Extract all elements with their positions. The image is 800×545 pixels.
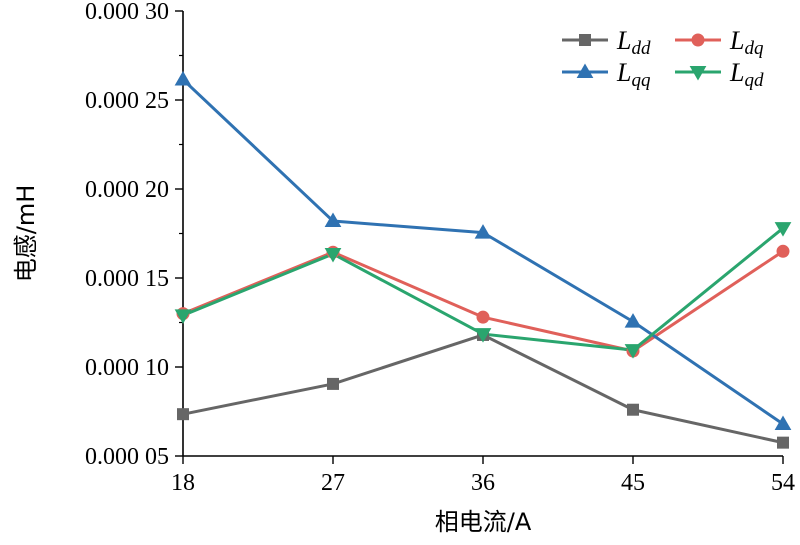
series-line-L_dd [182,333,784,445]
legend-marker [579,34,591,46]
data-point-L_qq [774,415,792,430]
legend-item-L_qq: Lqq [562,58,651,91]
series-lines [181,78,784,445]
legend-marker [576,63,594,78]
legend: Ldd Ldq Lqq Lqd [562,26,764,91]
data-point-L_qd [174,309,192,324]
y-tick-label: 0.000 15 [85,266,169,292]
y-tick-label: 0.000 10 [85,355,169,381]
data-point-L_qd [624,344,642,359]
series-line-L_qq [181,78,784,426]
axes: 0.000 05 0.000 10 0.000 15 0.000 20 0.000 25… [85,0,795,496]
legend-label: Lqq [616,58,651,91]
y-tick-label: 0.000 25 [85,88,169,114]
data-point-L_qd [774,222,792,237]
data-point-L_dq [776,244,790,258]
x-tick-label: 18 [171,470,195,496]
data-point-L_qd [324,247,342,263]
series-markers [174,71,792,449]
x-axis-label: 相电流/A [435,508,532,536]
legend-label: Ldq [729,26,764,59]
data-point-L_qd [474,328,492,343]
x-tick-label: 54 [771,470,795,496]
x-tick-label: 45 [621,470,645,496]
data-point-L_dq [476,310,490,324]
data-point-L_qq [624,313,642,328]
data-point-L_qq [324,212,342,228]
x-tick-label: 36 [471,470,495,496]
data-point-L_dd [627,403,639,416]
data-point-L_dd [177,408,189,421]
y-tick-label: 0.000 20 [85,177,169,203]
data-point-L_dd [327,377,339,390]
legend-item-L_dd: Ldd [562,26,651,59]
y-axis-label: 电感/mH [12,185,40,283]
y-tick-label: 0.000 05 [85,444,169,470]
legend-item-L_dq: Ldq [675,26,764,59]
y-tick-label: 0.000 30 [85,0,169,25]
data-point-L_dd [777,436,789,449]
legend-label: Lqd [729,58,764,91]
legend-item-L_qd: Lqd [675,58,764,91]
x-tick-label: 27 [321,470,345,496]
legend-marker [691,33,705,47]
data-point-L_qq [174,71,192,86]
legend-marker [689,66,707,81]
legend-label: Ldd [616,26,651,59]
data-point-L_qq [474,224,492,239]
